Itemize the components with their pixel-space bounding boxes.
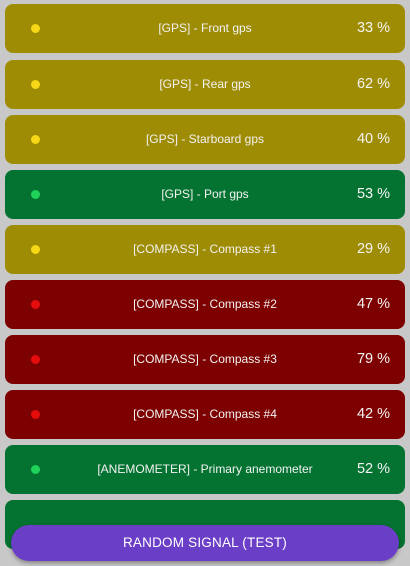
signal-value: 53 % <box>356 186 390 202</box>
signal-row[interactable]: [COMPASS] - Compass #4 42 % <box>5 390 405 439</box>
status-dot-icon <box>31 410 40 419</box>
signal-value: 33 % <box>356 20 390 36</box>
status-dot-icon <box>31 80 40 89</box>
signal-row[interactable]: [GPS] - Front gps 33 % <box>5 4 405 53</box>
signal-label: [GPS] - Front gps <box>158 21 252 35</box>
status-dot-icon <box>31 135 40 144</box>
status-dot-icon <box>31 300 40 309</box>
signal-row[interactable]: [COMPASS] - Compass #3 79 % <box>5 335 405 384</box>
signal-label: [GPS] - Rear gps <box>159 77 251 91</box>
signal-label: [COMPASS] - Compass #3 <box>133 352 277 366</box>
signal-value: 40 % <box>356 131 390 147</box>
status-dot-icon <box>31 465 40 474</box>
signal-value: 47 % <box>356 296 390 312</box>
status-dot-icon <box>31 190 40 199</box>
random-signal-button[interactable]: RANDOM SIGNAL (TEST) <box>11 525 399 561</box>
signal-row[interactable]: [GPS] - Starboard gps 40 % <box>5 115 405 164</box>
signal-value: 52 % <box>356 461 390 477</box>
signal-label: [COMPASS] - Compass #4 <box>133 407 277 421</box>
status-dot-icon <box>31 24 40 33</box>
signal-row[interactable]: [GPS] - Rear gps 62 % <box>5 60 405 109</box>
signal-value: 62 % <box>356 76 390 92</box>
status-dot-icon <box>31 355 40 364</box>
signal-row[interactable]: [COMPASS] - Compass #1 29 % <box>5 225 405 274</box>
signal-row[interactable]: [COMPASS] - Compass #2 47 % <box>5 280 405 329</box>
signal-row[interactable]: [GPS] - Port gps 53 % <box>5 170 405 219</box>
signal-label: [COMPASS] - Compass #1 <box>133 242 277 256</box>
signal-label: [GPS] - Port gps <box>161 187 249 201</box>
status-dot-icon <box>31 245 40 254</box>
signal-value: 29 % <box>356 241 390 257</box>
signal-label: [ANEMOMETER] - Primary anemometer <box>97 462 313 476</box>
signal-label: [GPS] - Starboard gps <box>145 132 265 146</box>
signal-value: 79 % <box>356 351 390 367</box>
signal-label: [COMPASS] - Compass #2 <box>133 297 277 311</box>
signal-row[interactable]: [ANEMOMETER] - Primary anemometer 52 % <box>5 445 405 494</box>
signal-value: 42 % <box>356 406 390 422</box>
